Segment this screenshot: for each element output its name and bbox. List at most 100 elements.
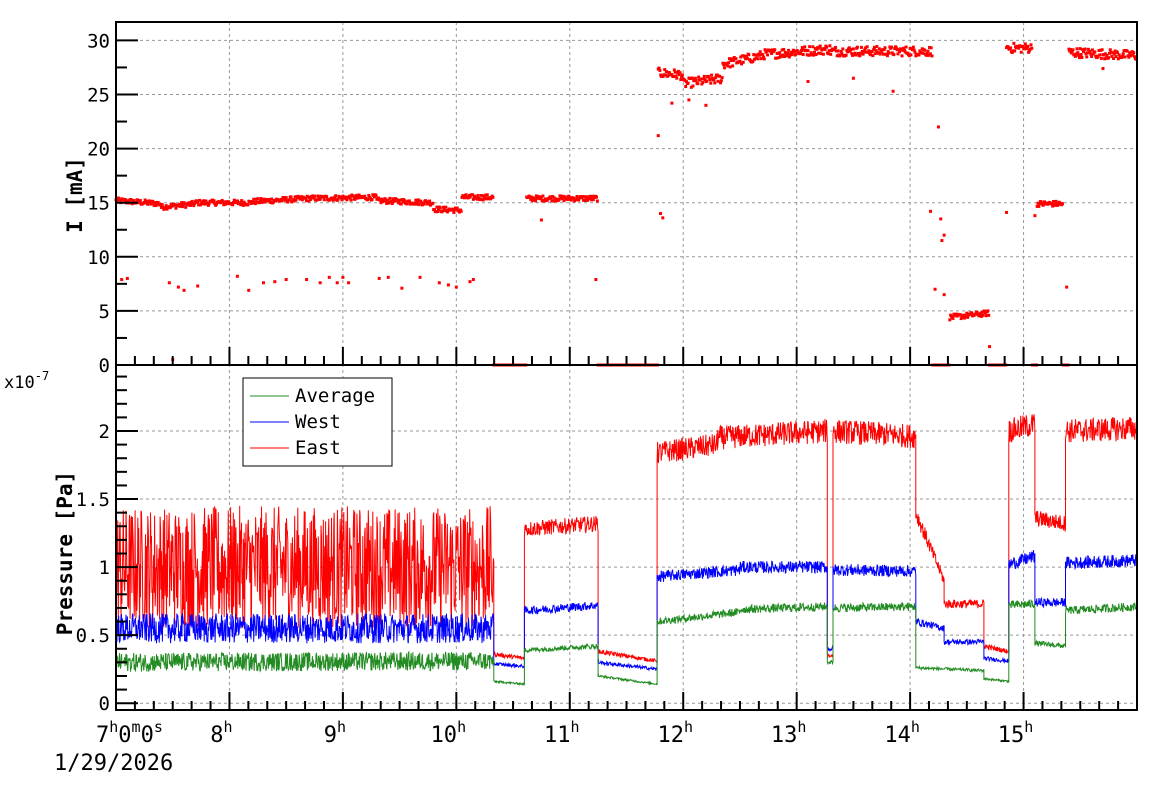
current-point xyxy=(196,284,200,288)
current-point xyxy=(747,53,751,57)
current-point xyxy=(455,206,459,210)
current-point xyxy=(678,71,682,75)
x-tick-label: 9h xyxy=(324,718,346,748)
current-point xyxy=(864,46,868,50)
current-point xyxy=(708,78,712,82)
current-point xyxy=(595,195,599,199)
current-point xyxy=(789,50,793,54)
current-point xyxy=(1077,53,1081,57)
current-point xyxy=(1120,54,1124,58)
current-point xyxy=(1105,53,1109,57)
current-point xyxy=(1121,52,1125,56)
current-point xyxy=(377,276,381,280)
current-point xyxy=(1110,54,1114,58)
current-point xyxy=(805,53,809,57)
current-point xyxy=(928,52,932,56)
current-point xyxy=(341,194,345,198)
current-point xyxy=(154,204,158,208)
current-point xyxy=(206,201,210,205)
current-point xyxy=(1050,202,1054,206)
current-point xyxy=(1103,57,1107,61)
current-point xyxy=(1070,50,1074,54)
current-point xyxy=(801,52,805,56)
current-point xyxy=(267,198,271,202)
y-scale-multiplier: x10-7 xyxy=(4,369,49,393)
current-point xyxy=(307,199,311,203)
current-point xyxy=(1116,57,1120,61)
current-point xyxy=(1084,52,1088,56)
current-point xyxy=(551,195,555,199)
current-point xyxy=(909,53,913,57)
current-point xyxy=(1033,214,1037,218)
current-point xyxy=(722,63,726,67)
top-y-tick-label: 15 xyxy=(87,193,110,215)
current-point xyxy=(294,198,298,202)
current-point xyxy=(387,201,391,205)
current-point xyxy=(349,198,353,202)
current-point xyxy=(1065,285,1069,289)
current-point xyxy=(251,200,255,204)
current-point xyxy=(427,202,431,206)
current-point xyxy=(818,44,822,48)
current-point xyxy=(912,48,916,52)
current-point xyxy=(557,197,561,201)
current-point xyxy=(379,201,383,205)
current-point xyxy=(255,200,259,204)
current-point xyxy=(714,76,718,80)
current-point xyxy=(581,195,585,199)
current-point xyxy=(482,194,486,198)
current-point xyxy=(132,199,136,203)
current-point xyxy=(398,198,402,202)
current-point xyxy=(475,195,479,199)
current-point xyxy=(353,197,357,201)
current-point xyxy=(223,200,227,204)
current-point xyxy=(405,202,409,206)
current-point xyxy=(1100,48,1104,52)
current-point xyxy=(143,198,147,202)
current-point xyxy=(173,203,177,207)
current-point xyxy=(761,53,765,57)
current-point xyxy=(816,45,820,49)
current-point xyxy=(590,198,594,202)
current-point xyxy=(680,75,684,79)
current-point xyxy=(401,200,405,204)
current-point xyxy=(782,47,786,51)
current-point xyxy=(1099,56,1103,60)
current-point xyxy=(549,196,553,200)
current-point xyxy=(562,199,566,203)
current-point xyxy=(164,204,168,208)
current-point xyxy=(794,52,798,56)
current-point xyxy=(804,48,808,52)
top-y-tick-label: 10 xyxy=(87,247,110,269)
current-point xyxy=(1036,201,1040,205)
current-point xyxy=(176,285,180,289)
current-point xyxy=(262,197,266,201)
current-point xyxy=(919,51,923,55)
current-point xyxy=(1073,53,1077,57)
current-point xyxy=(152,203,156,207)
current-point xyxy=(534,194,538,198)
current-point xyxy=(189,203,193,207)
current-point xyxy=(1069,48,1073,52)
current-point xyxy=(402,199,406,203)
current-point xyxy=(871,54,875,58)
current-point xyxy=(872,48,876,52)
current-point xyxy=(334,194,338,198)
current-point xyxy=(435,205,439,209)
current-point xyxy=(683,78,687,82)
current-point xyxy=(774,56,778,60)
current-point xyxy=(988,345,992,349)
current-point xyxy=(563,195,567,199)
current-point xyxy=(1074,52,1078,56)
current-point xyxy=(846,50,850,54)
current-point xyxy=(138,199,142,203)
current-point xyxy=(899,47,903,51)
current-point xyxy=(156,200,160,204)
current-point xyxy=(1103,52,1107,56)
current-point xyxy=(696,82,700,86)
current-point xyxy=(457,208,461,212)
legend-label-east: East xyxy=(295,437,341,459)
current-point xyxy=(543,199,547,203)
current-point xyxy=(384,199,388,203)
current-point xyxy=(434,210,438,214)
